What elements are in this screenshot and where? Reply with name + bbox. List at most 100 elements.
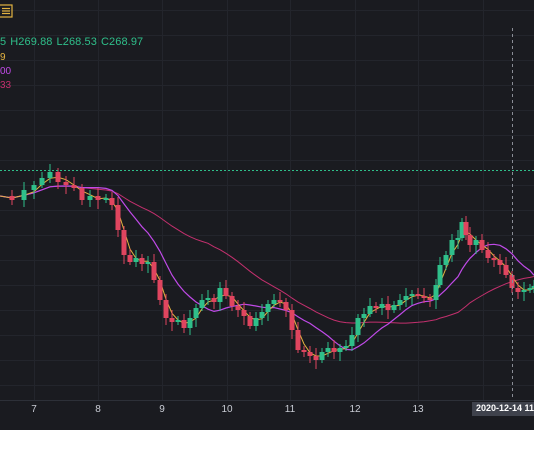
candle-body — [473, 240, 479, 245]
candle-body — [247, 316, 253, 326]
candle-body — [253, 318, 259, 326]
candle-body — [199, 300, 205, 308]
candle-body — [103, 198, 109, 200]
candle-body — [121, 230, 127, 255]
candle-body — [21, 190, 27, 200]
candle-body — [277, 300, 283, 302]
candle-body — [459, 222, 465, 238]
candle-body — [491, 258, 497, 260]
candle-body — [449, 240, 455, 255]
candle-body — [385, 304, 391, 310]
x-axis-band — [0, 400, 534, 430]
candle-body — [235, 306, 241, 310]
candle-body — [71, 185, 77, 188]
candle-body — [479, 240, 485, 250]
candle-body — [31, 185, 37, 190]
candle-body — [63, 182, 69, 185]
candle-body — [259, 312, 265, 318]
candle-body — [373, 306, 379, 308]
candle-body — [325, 348, 331, 352]
candle-body — [531, 286, 534, 288]
x-tick-label: 13 — [412, 404, 424, 415]
candle-body — [115, 205, 121, 230]
candle-body — [265, 304, 271, 312]
candle-body — [181, 320, 187, 328]
candle-body — [271, 300, 277, 304]
candle-body — [229, 296, 235, 306]
crosshair-date-label: 2020-12-14 11:00 — [476, 403, 534, 413]
candle-body — [361, 314, 367, 318]
candle-body — [503, 265, 509, 275]
candle-body — [391, 305, 397, 310]
candle-body — [127, 255, 133, 262]
candle-body — [157, 280, 163, 300]
x-tick-label: 7 — [31, 404, 37, 415]
candle-body — [313, 356, 319, 360]
candle-body — [343, 346, 349, 348]
candle-body — [497, 260, 503, 265]
x-tick-label: 8 — [95, 404, 101, 415]
x-tick-label: 9 — [159, 404, 165, 415]
candle-body — [427, 298, 433, 300]
candle-body — [187, 318, 193, 328]
candle-body — [169, 318, 175, 322]
candle-body — [151, 262, 157, 280]
bottom-blank-area — [0, 430, 534, 462]
candle-body — [289, 310, 295, 330]
candle-body — [193, 308, 199, 318]
candle-body — [47, 172, 53, 178]
ohlc-high: H269.88 — [10, 36, 53, 48]
candle-body — [9, 196, 15, 200]
candle-body — [145, 262, 151, 264]
candle-body — [515, 288, 521, 292]
candle-body — [367, 306, 373, 314]
ma-mid-series — [0, 185, 534, 351]
candle-body — [485, 250, 491, 258]
ma-long-line — [0, 185, 534, 324]
ma-mid-readout: 00 — [0, 66, 12, 77]
candle-body — [455, 238, 461, 240]
crosshair-date-box — [472, 402, 534, 416]
candle-body — [437, 265, 443, 285]
candle-body — [409, 294, 415, 296]
chart-panel[interactable]: 7 8 9 10 11 12 13 5 H269.88 L268.53 C268.97 9 00 … — [0, 0, 534, 430]
candle-body — [39, 178, 45, 185]
candle-body — [87, 196, 93, 200]
ohlc-low: L268.53 — [56, 36, 97, 48]
candlestick-chart[interactable]: 7 8 9 10 11 12 13 — [0, 0, 534, 430]
x-tick-label: 10 — [221, 404, 233, 415]
candle-body — [217, 288, 223, 302]
candle-body — [109, 198, 115, 205]
candle-body — [163, 300, 169, 318]
candle-body — [397, 300, 403, 305]
x-axis-ticks: 7 8 9 10 11 12 13 — [31, 404, 424, 415]
ma-short-readout: 9 — [0, 52, 6, 63]
ma-long-readout: 33 — [0, 80, 12, 91]
candle-body — [319, 352, 325, 360]
candle-body — [55, 172, 61, 182]
candles — [9, 164, 534, 369]
candle-body — [301, 350, 307, 352]
candle-body — [307, 352, 313, 356]
candle-body — [175, 320, 181, 322]
candle-body — [433, 285, 439, 300]
candle-body — [295, 330, 301, 350]
candle-body — [211, 298, 217, 302]
candle-body — [133, 258, 139, 262]
candle-body — [95, 196, 101, 200]
candle-body — [527, 288, 533, 290]
candle-body — [355, 318, 361, 335]
candle-body — [139, 258, 145, 264]
ma-mid-line — [0, 185, 534, 351]
ohlc-close: C268.97 — [100, 36, 144, 48]
candle-body — [443, 255, 449, 265]
ma-long-series — [0, 185, 534, 324]
candle-body — [331, 348, 337, 352]
hamburger-menu-icon[interactable] — [0, 4, 14, 18]
candle-body — [283, 302, 289, 310]
ohlc-readout: 5 H269.88 L268.53 C268.97 — [0, 36, 147, 48]
x-tick-label: 11 — [285, 404, 296, 415]
ma-short-line — [0, 176, 534, 357]
candle-body — [349, 335, 355, 346]
ohlc-prefix: 5 — [0, 36, 7, 48]
